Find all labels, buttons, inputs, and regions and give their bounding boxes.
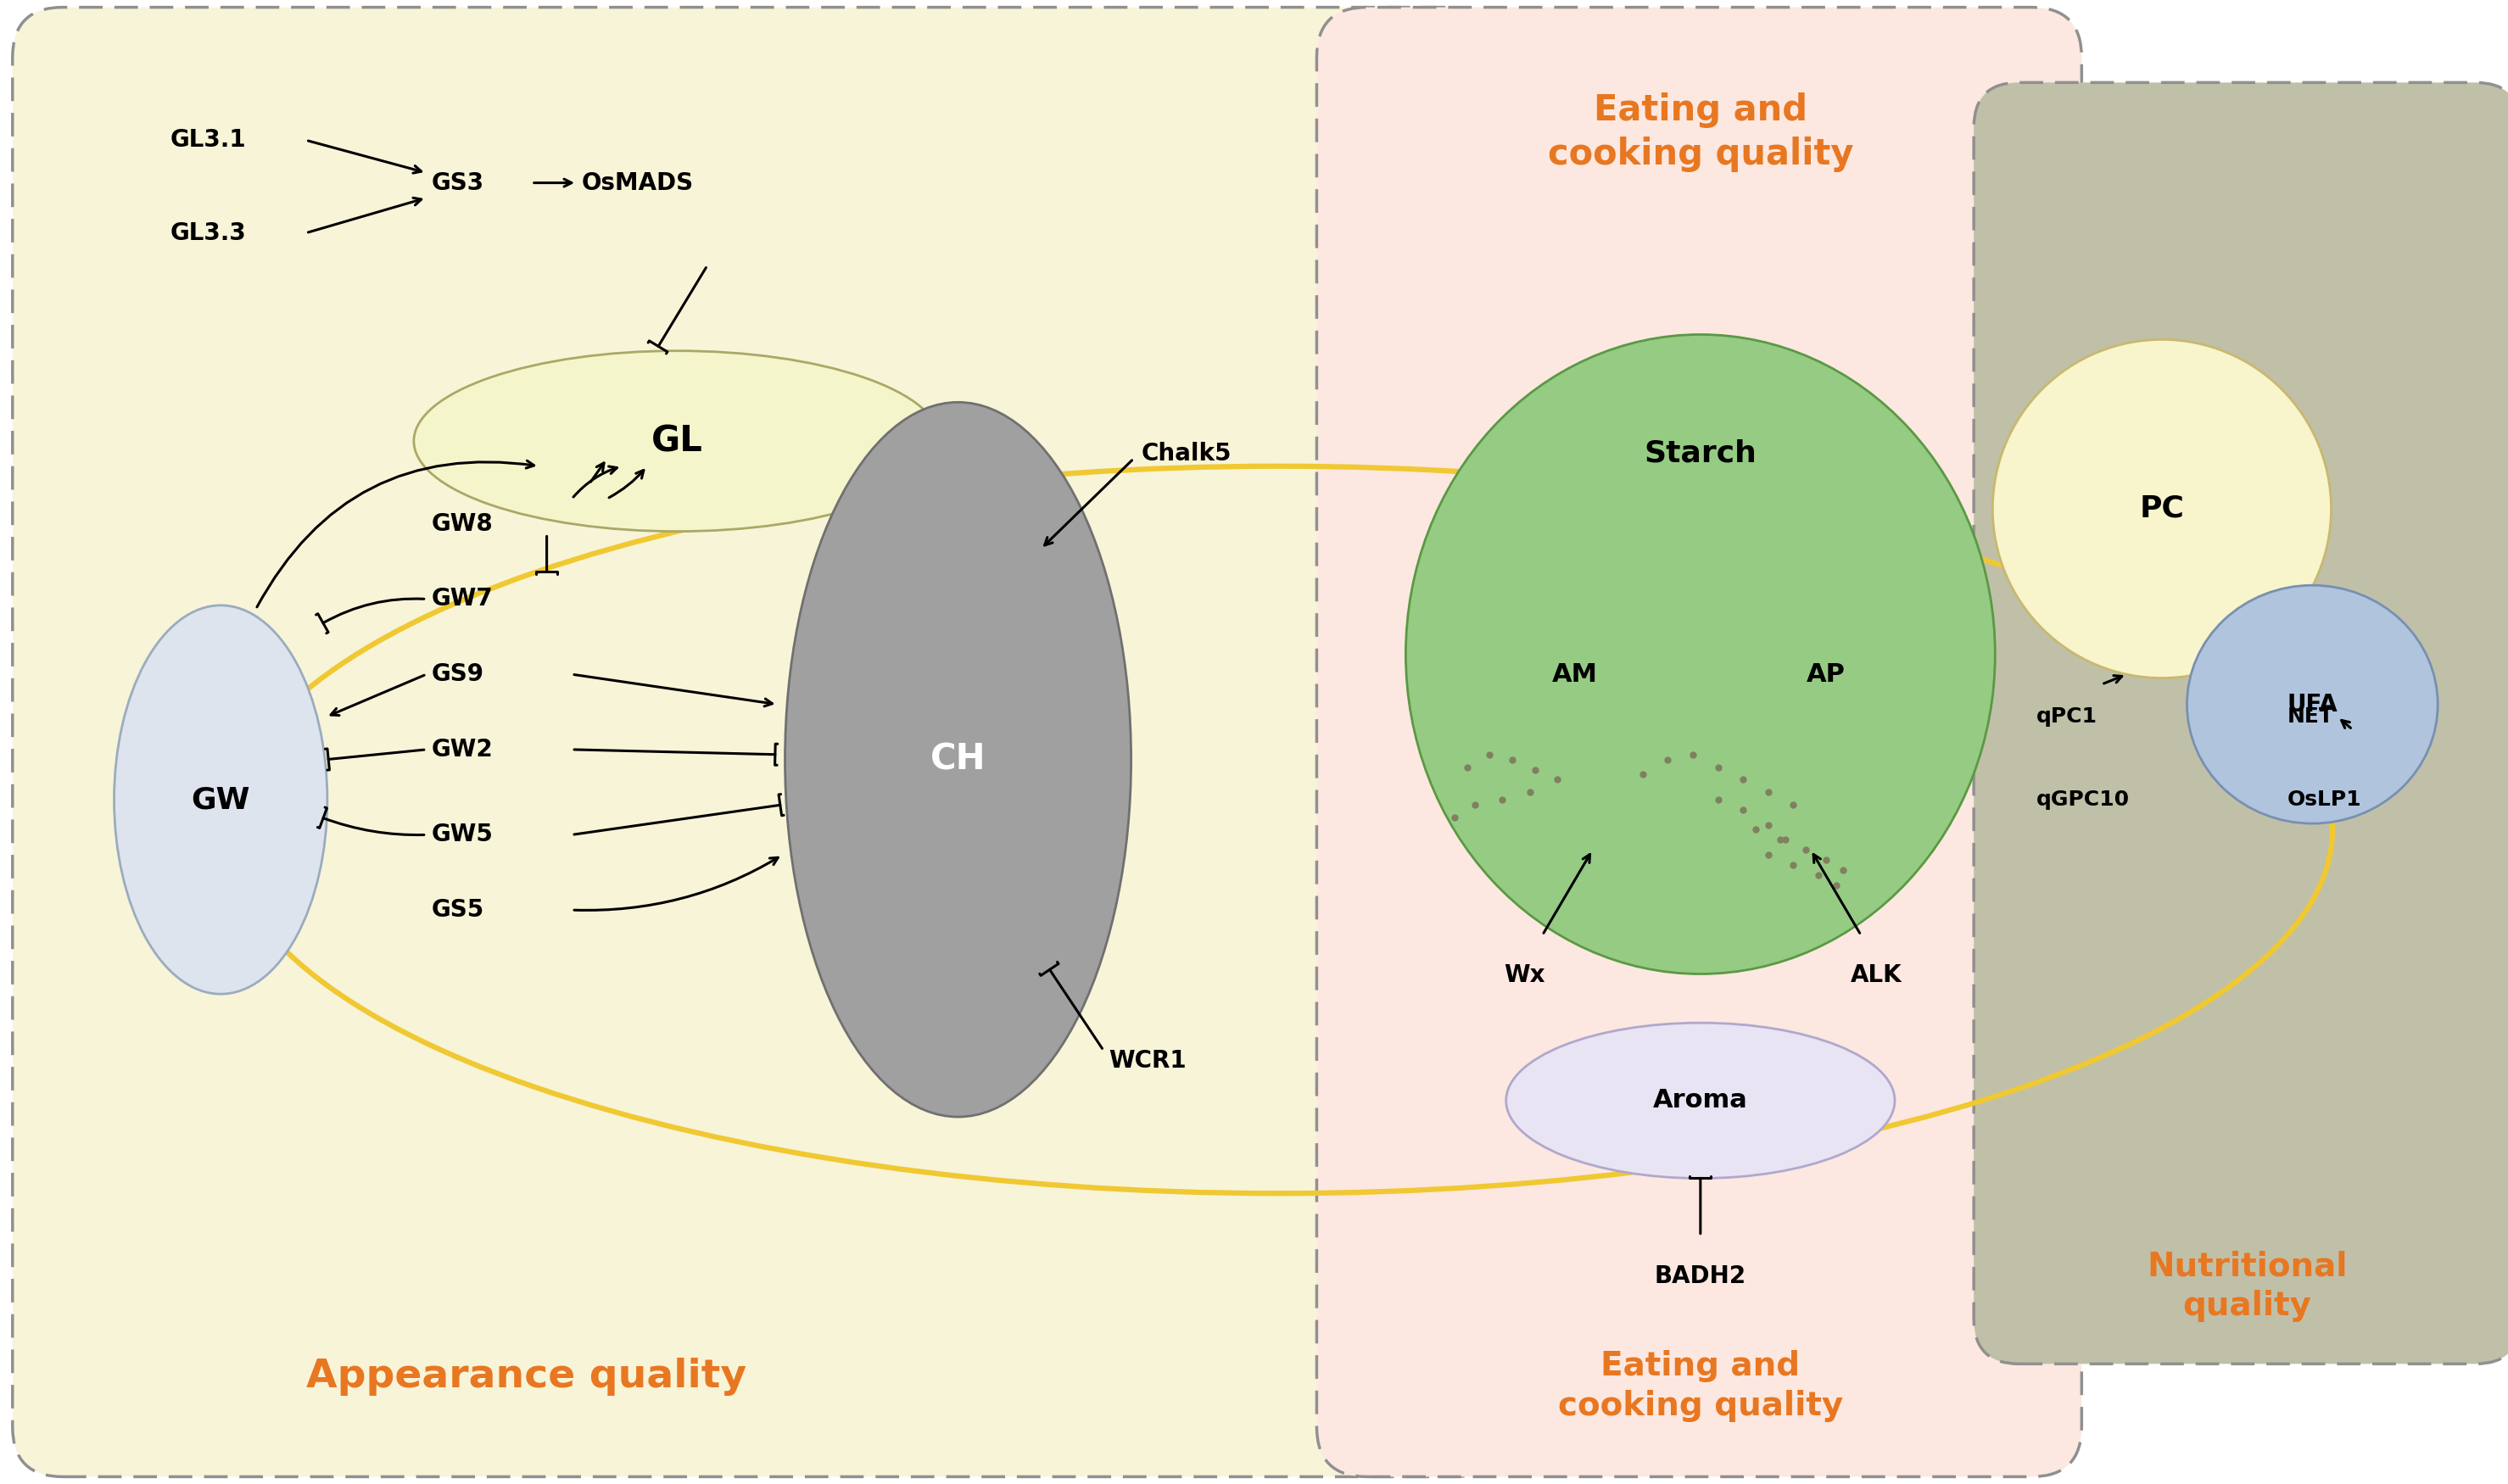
Text: AP: AP — [1806, 662, 1846, 687]
Ellipse shape — [785, 402, 1131, 1117]
Text: qPC1: qPC1 — [2036, 706, 2097, 727]
Ellipse shape — [1404, 334, 1994, 974]
FancyArrowPatch shape — [1542, 855, 1590, 933]
Text: Starch: Starch — [1645, 439, 1756, 467]
Text: GL3.1: GL3.1 — [171, 128, 246, 151]
Ellipse shape — [414, 350, 940, 531]
FancyArrowPatch shape — [308, 141, 421, 174]
Text: Aroma: Aroma — [1653, 1088, 1748, 1113]
FancyArrowPatch shape — [2104, 675, 2122, 684]
FancyArrowPatch shape — [592, 463, 604, 482]
FancyArrowPatch shape — [2342, 720, 2350, 729]
Text: CH: CH — [930, 742, 986, 778]
Ellipse shape — [115, 605, 326, 994]
Text: GW: GW — [191, 785, 251, 815]
Text: qGPC10: qGPC10 — [2036, 789, 2129, 810]
FancyArrowPatch shape — [574, 675, 772, 706]
Text: ALK: ALK — [1851, 963, 1901, 987]
FancyBboxPatch shape — [1317, 7, 2082, 1477]
FancyArrowPatch shape — [574, 858, 777, 910]
FancyArrowPatch shape — [308, 197, 421, 233]
FancyArrowPatch shape — [534, 180, 572, 187]
Text: Chalk5: Chalk5 — [1141, 442, 1231, 466]
FancyArrowPatch shape — [331, 675, 424, 715]
Text: Eating and
cooking quality: Eating and cooking quality — [1547, 93, 1853, 172]
FancyArrowPatch shape — [537, 536, 557, 574]
Text: BADH2: BADH2 — [1655, 1264, 1746, 1288]
Text: GW7: GW7 — [431, 588, 494, 611]
FancyArrowPatch shape — [574, 794, 785, 834]
Text: OsLP1: OsLP1 — [2287, 789, 2363, 810]
Text: GS3: GS3 — [431, 171, 484, 194]
Text: GW2: GW2 — [431, 738, 494, 761]
FancyArrowPatch shape — [609, 470, 645, 497]
Text: GW5: GW5 — [431, 824, 494, 847]
FancyArrowPatch shape — [1813, 855, 1861, 933]
Text: WCR1: WCR1 — [1109, 1049, 1186, 1073]
Text: GL3.3: GL3.3 — [171, 221, 246, 245]
FancyArrowPatch shape — [574, 743, 777, 766]
FancyArrowPatch shape — [1046, 460, 1131, 545]
FancyArrowPatch shape — [1690, 1175, 1710, 1233]
FancyArrowPatch shape — [647, 267, 707, 353]
Text: Wx: Wx — [1505, 963, 1545, 987]
Ellipse shape — [2187, 585, 2438, 824]
FancyArrowPatch shape — [326, 749, 424, 770]
Ellipse shape — [1505, 1022, 1896, 1178]
Text: PC: PC — [2139, 494, 2184, 524]
FancyArrowPatch shape — [256, 460, 534, 607]
Text: GS9: GS9 — [431, 662, 484, 686]
Text: GS5: GS5 — [431, 898, 484, 922]
FancyArrowPatch shape — [1041, 962, 1101, 1049]
FancyArrowPatch shape — [316, 598, 424, 634]
FancyBboxPatch shape — [1974, 83, 2508, 1364]
Ellipse shape — [1991, 340, 2330, 678]
Text: Appearance quality: Appearance quality — [306, 1358, 747, 1395]
Text: UFA: UFA — [2287, 693, 2337, 717]
FancyArrowPatch shape — [574, 466, 617, 497]
Text: Nutritional
quality: Nutritional quality — [2147, 1250, 2347, 1322]
Text: AM: AM — [1552, 662, 1598, 687]
Text: Eating and
cooking quality: Eating and cooking quality — [1557, 1350, 1843, 1423]
FancyBboxPatch shape — [13, 7, 1505, 1477]
Text: GL: GL — [652, 423, 702, 459]
Text: GW8: GW8 — [431, 512, 494, 536]
Text: NET: NET — [2287, 706, 2335, 727]
FancyArrowPatch shape — [319, 807, 424, 835]
Text: OsMADS: OsMADS — [582, 171, 695, 194]
